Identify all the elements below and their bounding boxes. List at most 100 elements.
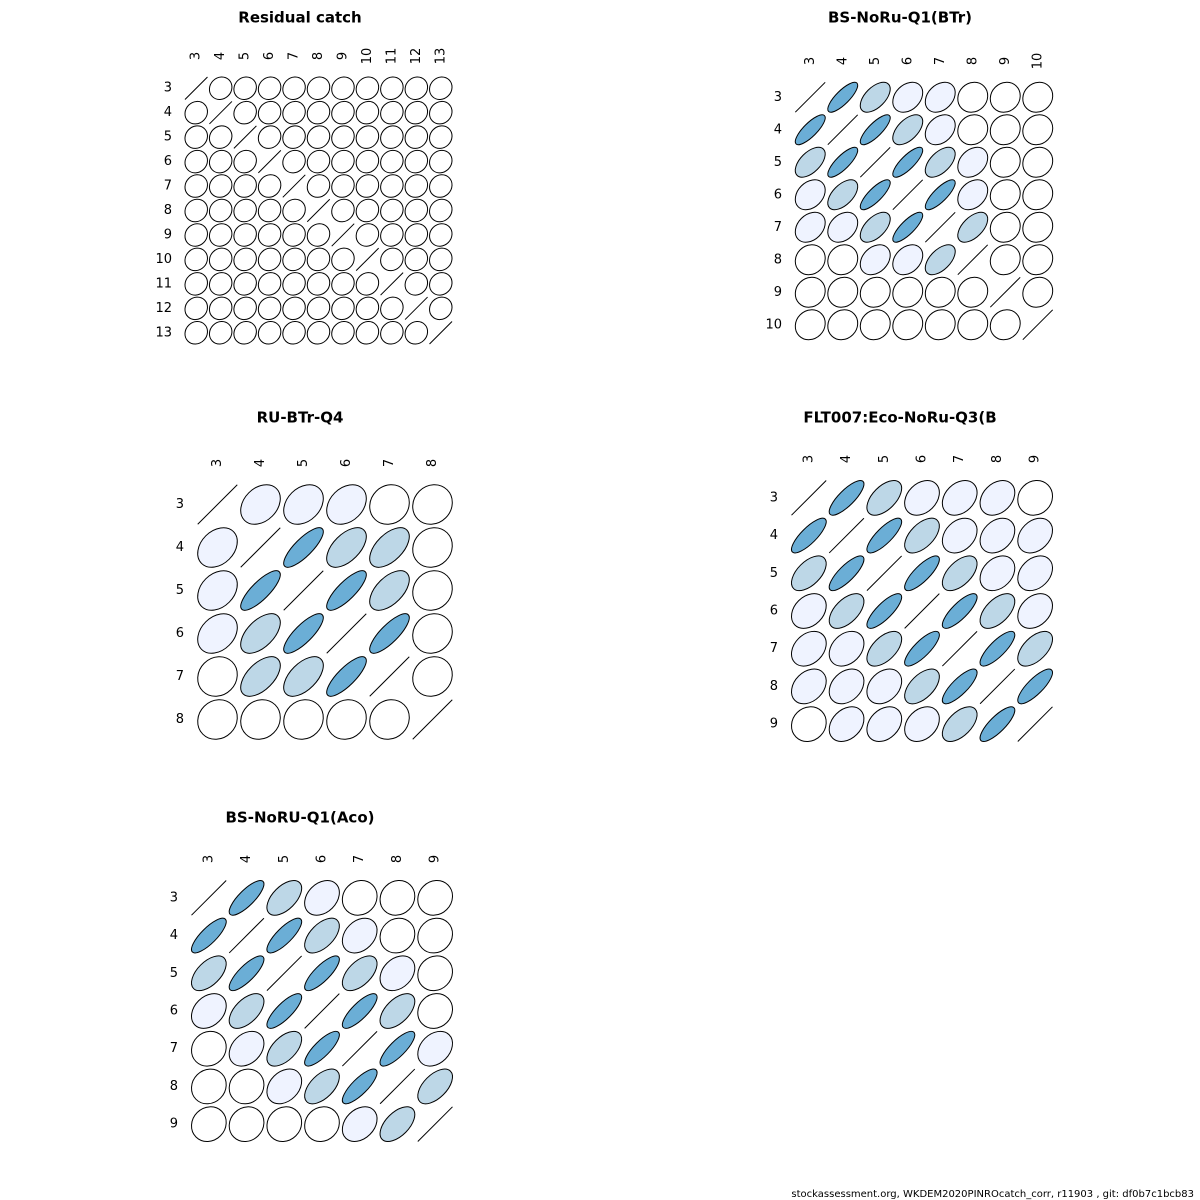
correlation-ellipse bbox=[379, 1030, 416, 1067]
correlation-ellipse bbox=[331, 76, 355, 100]
correlation-ellipse bbox=[1017, 517, 1053, 554]
column-label: 6 bbox=[915, 455, 930, 463]
correlation-ellipse bbox=[979, 480, 1016, 516]
correlation-ellipse bbox=[331, 174, 355, 198]
row-label: 6 bbox=[164, 154, 172, 169]
correlation-ellipse bbox=[233, 100, 257, 125]
correlation-ellipse bbox=[924, 81, 956, 113]
correlation-ellipse bbox=[979, 517, 1016, 554]
correlation-ellipse bbox=[306, 100, 331, 125]
diagonal-mark bbox=[326, 613, 367, 654]
correlation-ellipse bbox=[191, 917, 227, 954]
column-label: 3 bbox=[189, 52, 204, 60]
correlation-ellipse bbox=[979, 630, 1016, 667]
correlation-ellipse bbox=[404, 198, 429, 223]
correlation-ellipse bbox=[379, 955, 416, 992]
diagonal-mark bbox=[412, 699, 453, 740]
correlation-ellipse bbox=[369, 527, 410, 568]
diagonal-mark bbox=[791, 480, 827, 516]
correlation-ellipse bbox=[240, 570, 281, 611]
column-label: 5 bbox=[277, 855, 292, 863]
correlation-ellipse bbox=[326, 570, 367, 611]
correlation-ellipse bbox=[257, 296, 282, 321]
diagonal-mark bbox=[924, 211, 956, 243]
correlation-ellipse bbox=[989, 244, 1021, 276]
correlation-ellipse bbox=[184, 272, 208, 296]
correlation-ellipse bbox=[892, 81, 924, 113]
row-label: 5 bbox=[774, 155, 782, 170]
correlation-ellipse bbox=[941, 517, 978, 554]
correlation-ellipse bbox=[331, 321, 355, 345]
correlation-ellipse bbox=[331, 100, 355, 125]
correlation-ellipse bbox=[379, 1106, 416, 1142]
column-label: 9 bbox=[335, 52, 350, 60]
correlation-ellipse bbox=[341, 1068, 378, 1105]
correlation-ellipse bbox=[827, 244, 859, 276]
column-label: 6 bbox=[315, 855, 330, 863]
correlation-ellipse bbox=[380, 125, 404, 149]
correlation-ellipse bbox=[791, 630, 827, 667]
correlation-ellipse bbox=[412, 570, 453, 611]
row-label: 4 bbox=[774, 122, 782, 137]
correlation-ellipse bbox=[306, 247, 331, 272]
correlation-ellipse bbox=[794, 309, 826, 341]
correlation-ellipse bbox=[326, 656, 367, 697]
correlation-ellipse bbox=[233, 223, 257, 247]
diagonal-mark bbox=[417, 1106, 453, 1142]
correlation-ellipse bbox=[184, 125, 208, 149]
correlation-ellipse bbox=[866, 668, 903, 705]
row-label: 3 bbox=[164, 81, 172, 96]
correlation-ellipse bbox=[304, 1106, 340, 1142]
row-label: 6 bbox=[170, 1004, 178, 1019]
footer: stockassessment.org, WKDEM2020PINROcatch… bbox=[791, 1189, 1194, 1200]
correlation-ellipse bbox=[197, 613, 238, 654]
column-label: 10 bbox=[360, 48, 375, 65]
diagonal-mark bbox=[197, 484, 238, 525]
correlation-ellipse bbox=[859, 179, 891, 211]
correlation-ellipse bbox=[266, 1068, 303, 1105]
correlation-ellipse bbox=[924, 276, 956, 308]
diagonal-mark bbox=[866, 555, 902, 591]
correlation-ellipse bbox=[429, 149, 453, 174]
diagonal-mark bbox=[228, 917, 265, 954]
correlation-ellipse bbox=[257, 198, 282, 223]
diagonal-mark bbox=[380, 272, 404, 296]
correlation-ellipse bbox=[304, 1068, 340, 1105]
correlation-ellipse bbox=[794, 244, 826, 276]
correlation-ellipse bbox=[257, 76, 282, 100]
correlation-ellipse bbox=[904, 480, 940, 516]
correlation-ellipse bbox=[859, 309, 891, 341]
panel-title: BS-NoRU-Q1(Aco) bbox=[226, 809, 375, 827]
correlation-ellipse bbox=[208, 247, 233, 272]
correlation-ellipse bbox=[380, 174, 404, 198]
correlation-ellipse bbox=[341, 1106, 378, 1142]
correlation-ellipse bbox=[257, 247, 282, 272]
correlation-ellipse bbox=[892, 114, 924, 146]
correlation-ellipse bbox=[429, 198, 453, 223]
correlation-ellipse bbox=[208, 272, 233, 296]
correlation-ellipse bbox=[859, 81, 891, 113]
correlation-ellipse bbox=[257, 223, 282, 247]
correlation-ellipse bbox=[404, 76, 429, 100]
column-label: 8 bbox=[390, 855, 405, 863]
correlation-ellipse bbox=[326, 699, 367, 740]
diagonal-mark bbox=[283, 570, 324, 611]
correlation-ellipse bbox=[228, 1106, 265, 1142]
diagonal-mark bbox=[240, 527, 281, 568]
diagonal-mark bbox=[892, 179, 924, 211]
correlation-ellipse bbox=[941, 706, 978, 742]
row-label: 7 bbox=[164, 179, 172, 194]
correlation-ellipse bbox=[989, 309, 1021, 341]
correlation-ellipse bbox=[184, 100, 208, 125]
correlation-ellipse bbox=[184, 321, 208, 345]
correlation-ellipse bbox=[326, 527, 367, 568]
correlation-ellipse bbox=[282, 223, 306, 247]
panel-title: FLT007:Eco-NoRu-Q3(B bbox=[803, 409, 996, 427]
correlation-ellipse bbox=[355, 125, 380, 149]
correlation-ellipse bbox=[282, 125, 306, 149]
correlation-ellipse bbox=[828, 593, 865, 629]
correlation-ellipse bbox=[208, 149, 233, 174]
correlation-ellipse bbox=[417, 880, 453, 916]
diagonal-mark bbox=[191, 880, 227, 916]
